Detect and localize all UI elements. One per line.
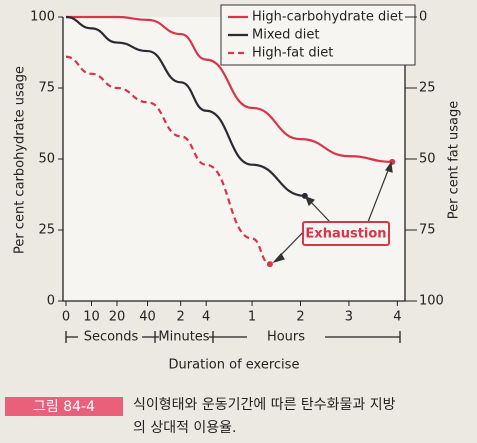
x-group-label: Seconds — [84, 330, 139, 345]
y2-tick-label: 100 — [419, 294, 444, 309]
y-tick-label: 0 — [47, 294, 55, 309]
y2-tick-label: 25 — [419, 81, 436, 96]
group-brackets — [65, 331, 401, 343]
x-tick-label: 4 — [202, 310, 210, 325]
x-tick-label: 10 — [83, 310, 100, 325]
caption-figure: 그림 84-4 — [33, 399, 95, 415]
caption-tag — [5, 397, 123, 416]
series-line — [65, 55, 271, 266]
annotation: Exhaustion — [305, 227, 386, 242]
x-tick-label: 40 — [139, 310, 156, 325]
caption-line: 식이형태와 운동기간에 따른 탄수화물과 지방 — [133, 397, 396, 413]
y-tick-label: 25 — [38, 223, 55, 238]
y-tick-label: 75 — [38, 81, 55, 96]
x-tick-label: 0 — [62, 310, 70, 325]
x-group-label: Hours — [267, 330, 305, 345]
series-line — [65, 15, 305, 198]
annotation-box — [302, 221, 390, 246]
x-tick-label: 2 — [177, 310, 185, 325]
x-group-label: Minutes — [158, 330, 209, 345]
legend — [220, 4, 416, 66]
x-tick-label: 2 — [296, 310, 304, 325]
x-tick-label: 4 — [393, 310, 401, 325]
y2-axis-label: Per cent fat usage — [447, 101, 462, 219]
legend-label: High-fat diet — [252, 46, 333, 61]
x-tick-label: 20 — [109, 310, 126, 325]
caption-line: 의 상대적 이용율. — [133, 420, 237, 436]
annotation-arrows — [272, 161, 393, 264]
legend-label: High-carbohydrate diet — [252, 10, 403, 25]
y2-tick-label: 0 — [419, 10, 427, 25]
y-axis-label: Per cent carbohydrate usage — [13, 66, 28, 254]
series-line — [66, 15, 393, 163]
x-axis-label: Duration of exercise — [169, 358, 300, 373]
y-tick-label: 50 — [38, 152, 55, 167]
y2-tick-label: 75 — [419, 223, 436, 238]
y2-tick-label: 50 — [419, 152, 436, 167]
x-tick-label: 1 — [248, 310, 256, 325]
end-marker — [266, 261, 273, 268]
x-tick-label: 3 — [345, 310, 353, 325]
legend-label: Mixed diet — [252, 28, 319, 43]
y-tick-label: 100 — [30, 10, 55, 25]
